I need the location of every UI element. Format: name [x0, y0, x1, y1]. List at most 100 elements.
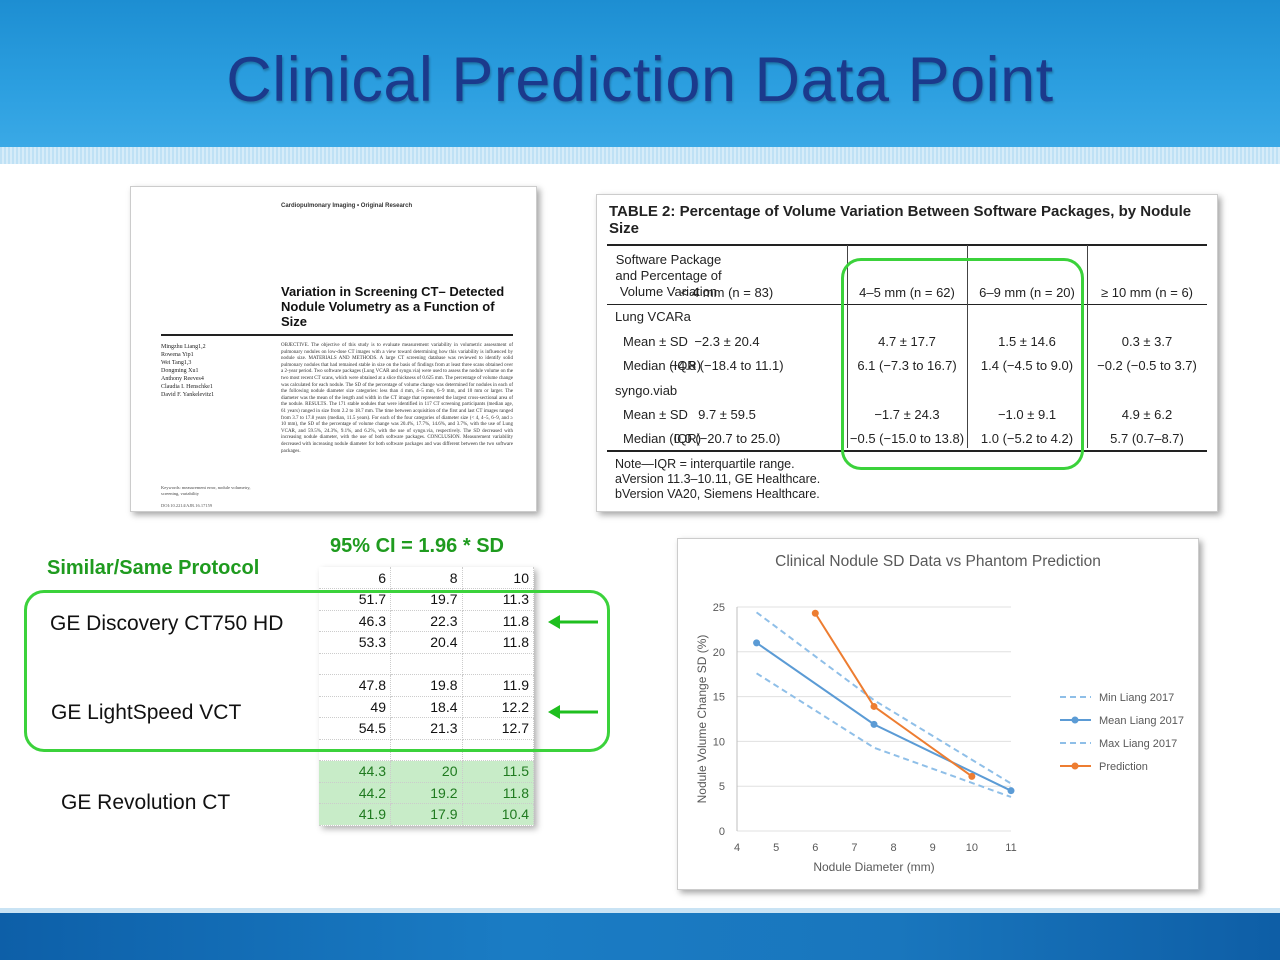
- table-value-cell: −1.0 ± 9.1: [997, 407, 1057, 422]
- author: Claudia I. Henschke1: [161, 384, 213, 390]
- grid-cell: 11.3: [462, 588, 534, 611]
- grid-cell: 11.8: [462, 610, 534, 632]
- table-value-cell: 1.5 ± 14.6: [998, 334, 1056, 349]
- grid-row: 41.9 17.9 10.4: [319, 803, 534, 826]
- grid-cell: 21.3: [390, 717, 463, 740]
- scanner-label: GE Discovery CT750 HD: [50, 612, 284, 635]
- title-banner: [0, 0, 1280, 147]
- grid-row: 47.8 19.8 11.9: [319, 674, 534, 697]
- chart-title: Clinical Nodule SD Data vs Phantom Predi…: [775, 553, 1101, 570]
- grid-cell: 46.3: [319, 610, 391, 632]
- grid-header-cell: 6: [319, 567, 391, 589]
- highlight-box-protocol: [24, 590, 610, 752]
- data-point: [753, 639, 761, 647]
- y-tick-label: 20: [713, 647, 725, 659]
- paper-doi: DOI:10.2214/AJR.16.17159: [161, 503, 213, 508]
- protocol-label: Similar/Same Protocol: [47, 557, 260, 579]
- x-tick-label: 7: [851, 842, 857, 854]
- data-point: [1007, 787, 1015, 795]
- ci-label: 95% CI = 1.96 * SD: [330, 535, 504, 557]
- table-note: bVersion VA20, Siemens Healthcare.: [615, 487, 820, 501]
- table2-caption-label: TABLE 2:: [609, 203, 676, 220]
- grid-row: [319, 653, 534, 675]
- table-rule: [607, 304, 1207, 305]
- table-header-cell: < 4 mm (n = 83): [680, 285, 774, 300]
- legend-label: Max Liang 2017: [1099, 738, 1177, 750]
- grid-header-row: 6 8 10: [319, 567, 534, 589]
- grid-header-cell: 10: [462, 567, 534, 589]
- legend-marker: [1071, 716, 1079, 724]
- author: David F. Yankelevitz1: [161, 392, 215, 398]
- data-point: [870, 720, 878, 728]
- grid-cell: 47.8: [319, 674, 391, 697]
- table-note: Note—IQR = interquartile range.: [615, 457, 795, 471]
- grid-cell: 11.5: [462, 760, 534, 783]
- x-tick-label: 4: [734, 842, 740, 854]
- grid-cell: 22.3: [390, 610, 463, 632]
- grid-cell: 49: [319, 696, 391, 718]
- grid-row: 53.3 20.4 11.8: [319, 631, 534, 654]
- highlight-box-table: [841, 258, 1084, 470]
- footer-stripe: [0, 908, 1280, 913]
- x-tick-label: 8: [891, 842, 897, 854]
- table-header-cell: Software Package and Percentage of Volum…: [615, 252, 722, 299]
- author: Dongming Xu1: [161, 368, 199, 374]
- legend-label: Mean Liang 2017: [1099, 715, 1184, 727]
- grid-row: 49 18.4 12.2: [319, 696, 534, 718]
- arrow-left-icon: [548, 705, 598, 719]
- table-row-label: Lung VCARa: [615, 309, 691, 324]
- table-row-label: Mean ± SD: [623, 334, 688, 349]
- table2-caption: TABLE 2: Percentage of Volume Variation …: [609, 203, 1199, 237]
- legend-label: Prediction: [1099, 761, 1148, 773]
- author: Wei Tang1,3: [161, 360, 192, 366]
- table-value-cell: 4.9 ± 6.2: [1121, 407, 1173, 422]
- grid-cell: 54.5: [319, 717, 391, 740]
- table-rule: [607, 450, 1207, 452]
- legend-marker: [1071, 762, 1079, 770]
- series-line: [756, 642, 1012, 792]
- table-rule: [607, 244, 1207, 246]
- y-tick-label: 0: [719, 826, 725, 838]
- table-row-label: Mean ± SD: [623, 407, 688, 422]
- paper-abstract: OBJECTIVE. The objective of this study i…: [281, 343, 513, 454]
- author: Rowena Yip1: [161, 352, 194, 358]
- grid-row: 44.3 20 11.5: [319, 760, 534, 783]
- table-row-label: syngo.viab: [615, 383, 678, 398]
- table-header-cell: 6–9 mm (n = 20): [979, 285, 1075, 300]
- table-value-cell: 5.7 (0.7–8.7): [1110, 431, 1184, 446]
- grid-cell: 12.7: [462, 717, 534, 740]
- grid-row: 51.7 19.7 11.3: [319, 588, 534, 611]
- grid-cell: 41.9: [319, 803, 391, 826]
- table-row-label: Median (IQR): [623, 358, 702, 373]
- data-point: [870, 702, 878, 710]
- y-tick-label: 10: [713, 736, 725, 748]
- table-value-cell: −2.3 ± 20.4: [694, 334, 760, 349]
- grid-cell: 18.4: [390, 696, 463, 718]
- author: Anthony Reeves4: [161, 376, 204, 382]
- table-value-cell: 0.0 (−20.7 to 25.0): [673, 431, 781, 446]
- data-point: [968, 772, 976, 780]
- grid-cell: 19.7: [390, 588, 463, 611]
- table-value-cell: 6.1 (−7.3 to 16.7): [857, 358, 957, 373]
- grid-cell: 12.2: [462, 696, 534, 718]
- table2-panel: TABLE 2: Percentage of Volume Variation …: [596, 194, 1218, 512]
- paper-authors: Mingzhu Liang1,2 Rowena Yip1 Wei Tang1,3…: [161, 343, 261, 399]
- table-header-cell: ≥ 10 mm (n = 6): [1100, 285, 1194, 300]
- grid-row: 46.3 22.3 11.8: [319, 610, 534, 632]
- grid-cell: 53.3: [319, 631, 391, 654]
- paper-title: Variation in Screening CT– Detected Nodu…: [281, 284, 505, 329]
- table-header-cell: 4–5 mm (n = 62): [859, 285, 955, 300]
- paper-rule: [161, 334, 513, 336]
- grid-cell: 19.2: [390, 782, 463, 804]
- table-value-cell: 0.3 ± 3.7: [1121, 334, 1173, 349]
- grid-cell: 20.4: [390, 631, 463, 654]
- grid-cell: 11.8: [462, 782, 534, 804]
- banner-stripe: [0, 147, 1280, 164]
- table-value-cell: 9.7 ± 59.5: [698, 407, 756, 422]
- grid-cell: 11.8: [462, 631, 534, 654]
- table-value-cell: −1.7 ± 24.3: [874, 407, 940, 422]
- table-value-cell: 1.0 (−5.2 to 4.2): [980, 431, 1074, 446]
- chart-panel: Clinical Nodule SD Data vs Phantom Predi…: [677, 538, 1199, 890]
- table-col-divider: [967, 245, 968, 448]
- x-axis-label: Nodule Diameter (mm): [813, 860, 934, 874]
